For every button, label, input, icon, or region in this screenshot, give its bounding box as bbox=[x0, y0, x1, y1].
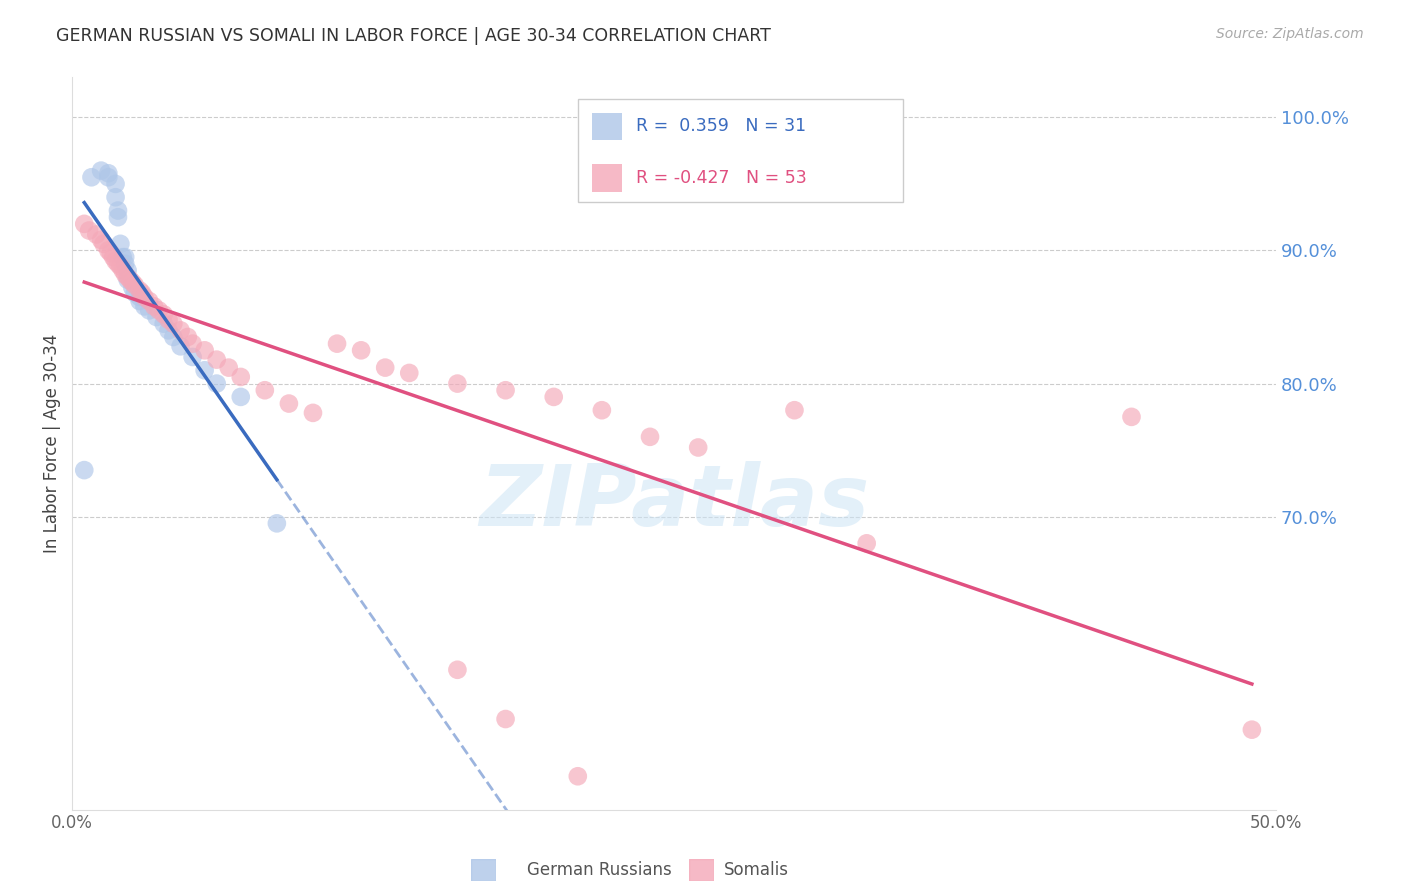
Point bbox=[152, 307, 174, 321]
Point bbox=[131, 286, 153, 301]
Point bbox=[162, 317, 184, 331]
Point bbox=[177, 330, 200, 344]
Point bbox=[277, 396, 299, 410]
Point bbox=[374, 360, 396, 375]
Point bbox=[110, 236, 132, 251]
Point bbox=[114, 257, 136, 271]
Point bbox=[495, 383, 517, 397]
Point bbox=[194, 343, 217, 358]
Point bbox=[117, 270, 139, 285]
Point bbox=[326, 336, 349, 351]
Point bbox=[121, 281, 143, 295]
Point bbox=[138, 303, 160, 318]
Point bbox=[121, 276, 143, 290]
Point bbox=[73, 217, 96, 231]
Point bbox=[111, 250, 134, 264]
FancyBboxPatch shape bbox=[578, 99, 903, 202]
Point bbox=[152, 317, 174, 331]
Point bbox=[100, 246, 122, 260]
Point bbox=[104, 177, 127, 191]
Text: German Russians: German Russians bbox=[527, 861, 672, 879]
Point bbox=[134, 290, 156, 304]
Point bbox=[145, 310, 167, 324]
Point bbox=[218, 360, 240, 375]
Point bbox=[124, 278, 146, 293]
Point bbox=[446, 663, 468, 677]
Point bbox=[205, 352, 228, 367]
Point bbox=[567, 769, 589, 783]
Text: ZIPatlas: ZIPatlas bbox=[479, 460, 869, 543]
Point bbox=[205, 376, 228, 391]
Point bbox=[783, 403, 806, 417]
Point bbox=[157, 323, 180, 337]
Point bbox=[77, 223, 100, 237]
Point bbox=[446, 376, 468, 391]
Point bbox=[107, 203, 129, 218]
Point bbox=[90, 233, 112, 247]
Point bbox=[104, 254, 127, 268]
Point bbox=[117, 273, 139, 287]
Point bbox=[162, 330, 184, 344]
Point bbox=[134, 299, 156, 313]
Point bbox=[148, 303, 170, 318]
Point bbox=[97, 244, 120, 258]
Point bbox=[266, 516, 288, 531]
Point bbox=[114, 268, 136, 282]
FancyBboxPatch shape bbox=[592, 164, 623, 192]
Point bbox=[128, 294, 150, 309]
Point bbox=[117, 263, 139, 277]
Point bbox=[169, 323, 191, 337]
Text: R = -0.427   N = 53: R = -0.427 N = 53 bbox=[636, 169, 806, 186]
Point bbox=[302, 406, 325, 420]
Point bbox=[110, 260, 132, 274]
Point bbox=[97, 166, 120, 180]
Point bbox=[181, 336, 204, 351]
Point bbox=[143, 299, 166, 313]
Point bbox=[638, 430, 661, 444]
Point bbox=[229, 370, 252, 384]
Point bbox=[855, 536, 877, 550]
Point bbox=[90, 163, 112, 178]
Point bbox=[1121, 409, 1143, 424]
Point bbox=[73, 463, 96, 477]
Y-axis label: In Labor Force | Age 30-34: In Labor Force | Age 30-34 bbox=[44, 334, 60, 553]
Point bbox=[128, 284, 150, 298]
Point bbox=[194, 363, 217, 377]
Text: R =  0.359   N = 31: R = 0.359 N = 31 bbox=[636, 118, 806, 136]
Point bbox=[169, 339, 191, 353]
Point bbox=[114, 250, 136, 264]
Point bbox=[138, 294, 160, 309]
Point bbox=[181, 350, 204, 364]
Point bbox=[157, 312, 180, 326]
Point bbox=[84, 227, 107, 242]
Point bbox=[107, 257, 129, 271]
Point bbox=[124, 286, 146, 301]
Text: Somalis: Somalis bbox=[724, 861, 789, 879]
Point bbox=[543, 390, 565, 404]
Point bbox=[253, 383, 276, 397]
Point bbox=[118, 273, 141, 287]
Text: GERMAN RUSSIAN VS SOMALI IN LABOR FORCE | AGE 30-34 CORRELATION CHART: GERMAN RUSSIAN VS SOMALI IN LABOR FORCE … bbox=[56, 27, 770, 45]
Text: Source: ZipAtlas.com: Source: ZipAtlas.com bbox=[1216, 27, 1364, 41]
Point bbox=[111, 263, 134, 277]
Point bbox=[101, 250, 124, 264]
Point bbox=[229, 390, 252, 404]
Point bbox=[107, 211, 129, 225]
Point bbox=[350, 343, 373, 358]
Point bbox=[104, 190, 127, 204]
Point bbox=[495, 712, 517, 726]
Point bbox=[591, 403, 613, 417]
Point bbox=[97, 170, 120, 185]
Point bbox=[688, 441, 710, 455]
Point bbox=[128, 290, 150, 304]
Point bbox=[80, 170, 103, 185]
Point bbox=[93, 236, 115, 251]
Point bbox=[398, 366, 420, 380]
FancyBboxPatch shape bbox=[592, 112, 623, 140]
Point bbox=[1240, 723, 1263, 737]
